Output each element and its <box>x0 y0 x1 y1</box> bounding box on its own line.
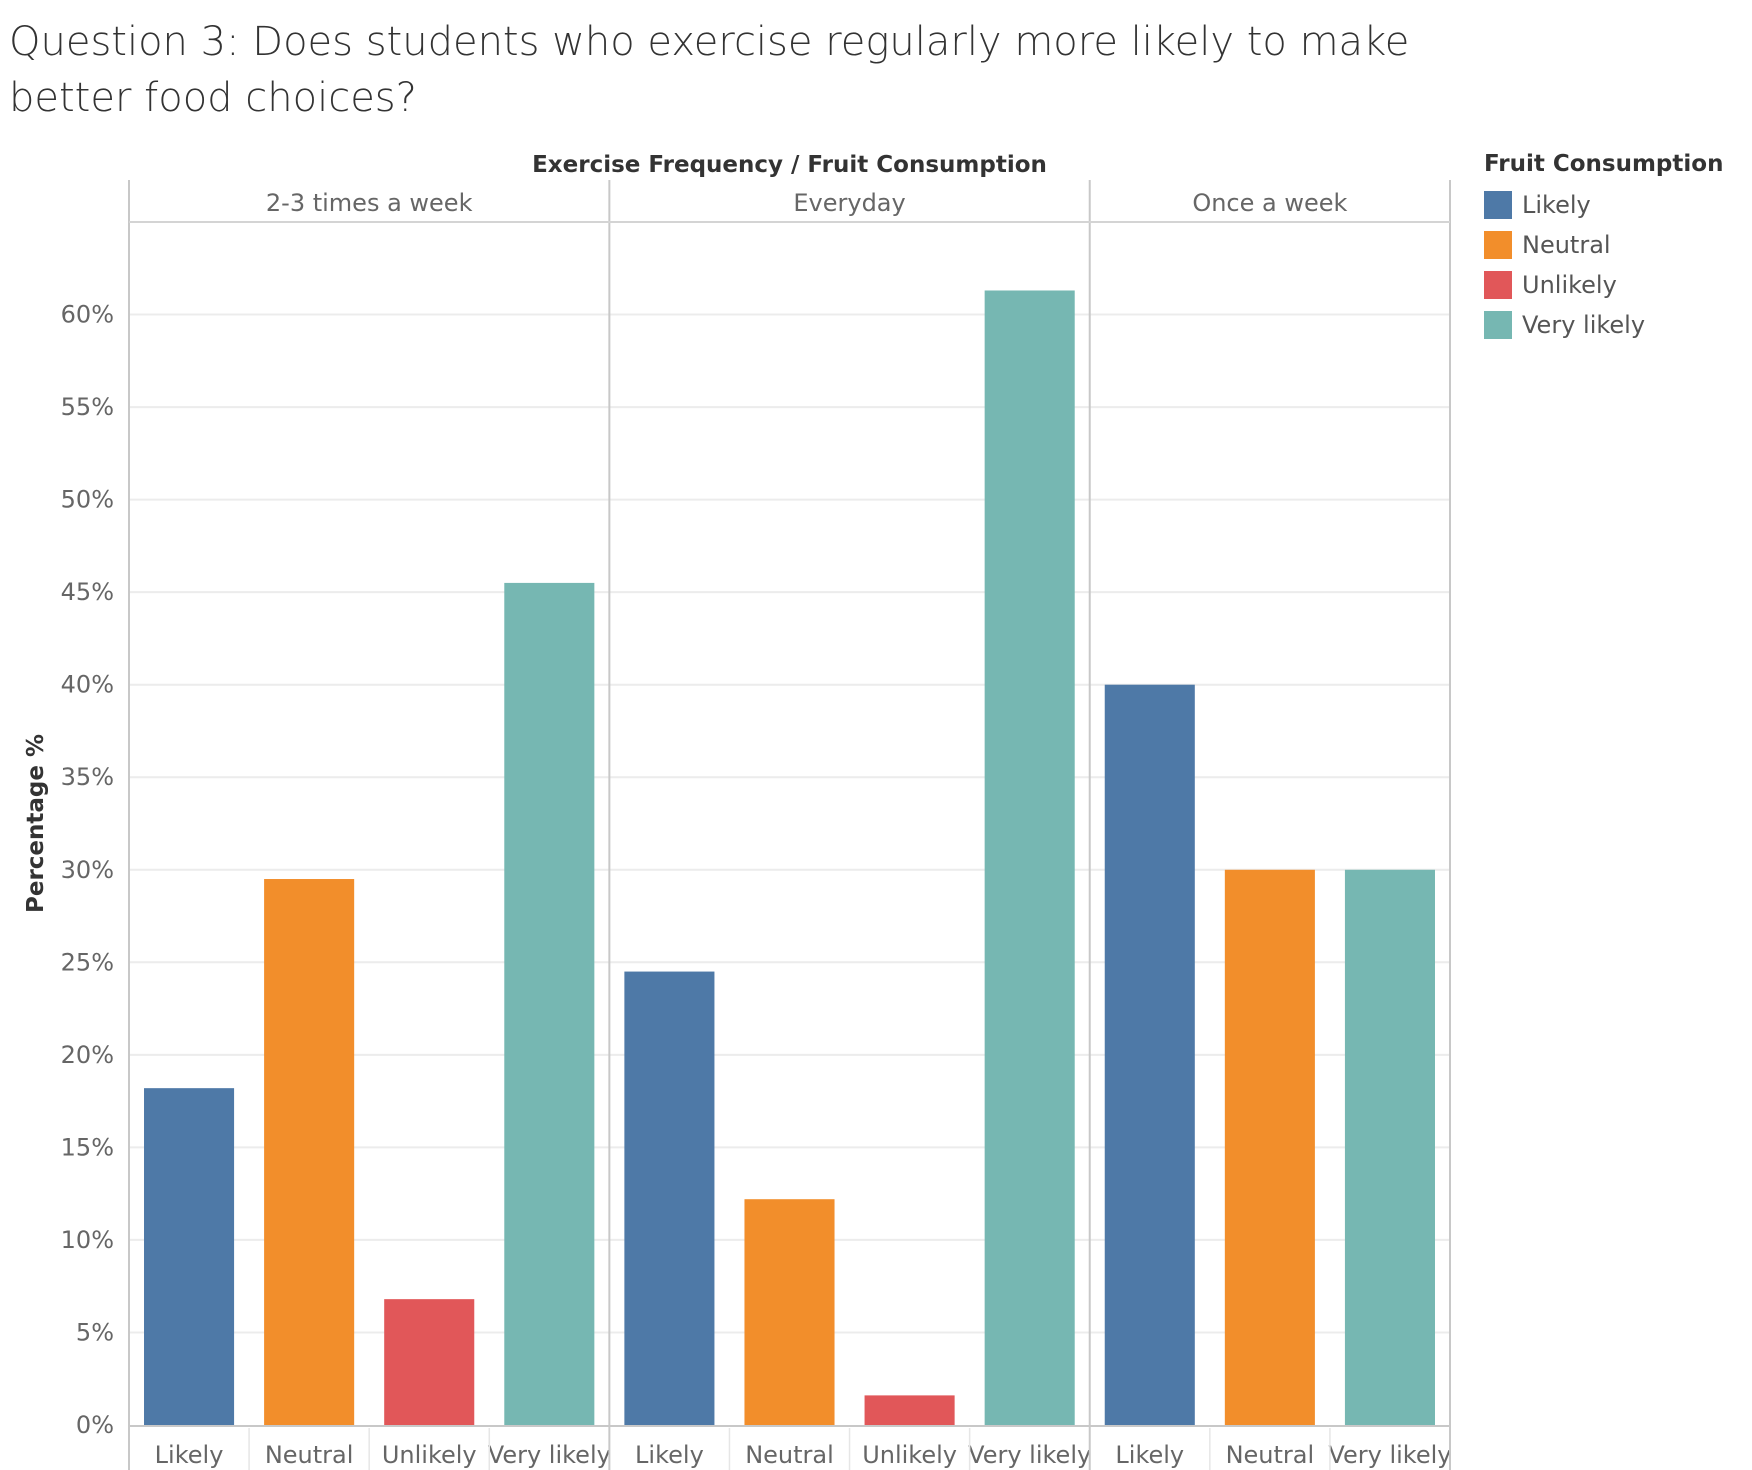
panel-header-everyday: Everyday <box>793 189 905 217</box>
y-tick-label: 15% <box>61 1133 114 1161</box>
bar-once-a-week-very-likely[interactable] <box>1344 869 1435 1425</box>
legend-item-likely[interactable]: Likely <box>1484 185 1723 225</box>
legend-title: Fruit Consumption <box>1484 151 1724 177</box>
bar-everyday-unlikely[interactable] <box>864 1395 955 1425</box>
legend-swatch-unlikely <box>1484 271 1512 299</box>
bar-once-a-week-likely[interactable] <box>1104 684 1195 1425</box>
bar-2-3-times-a-week-neutral[interactable] <box>264 879 355 1425</box>
y-tick-label: 60% <box>61 301 114 329</box>
y-tick-label: 5% <box>76 1318 114 1346</box>
legend-item-very-likely[interactable]: Very likely <box>1484 305 1723 345</box>
legend-swatch-neutral <box>1484 231 1512 259</box>
x-tick-label: Likely <box>1115 1441 1184 1469</box>
bar-once-a-week-neutral[interactable] <box>1224 869 1315 1425</box>
bar-2-3-times-a-week-unlikely[interactable] <box>384 1299 475 1425</box>
x-tick-label: Neutral <box>1226 1441 1315 1469</box>
bar-2-3-times-a-week-likely[interactable] <box>144 1088 235 1425</box>
x-tick-label: Likely <box>155 1441 224 1469</box>
x-tick-label: Very likely <box>1328 1441 1451 1469</box>
x-tick-label: Very likely <box>968 1441 1091 1469</box>
y-tick-label: 0% <box>76 1411 114 1439</box>
legend-item-unlikely[interactable]: Unlikely <box>1484 265 1723 305</box>
bar-everyday-very-likely[interactable] <box>984 290 1075 1425</box>
x-tick-label: Very likely <box>488 1441 611 1469</box>
y-tick-label: 40% <box>61 671 114 699</box>
legend-swatch-very-likely <box>1484 311 1512 339</box>
legend-label-unlikely: Unlikely <box>1522 271 1617 299</box>
bar-everyday-neutral[interactable] <box>744 1199 835 1425</box>
x-tick-label: Unlikely <box>382 1441 477 1469</box>
x-tick-label: Likely <box>635 1441 704 1469</box>
legend-label-likely: Likely <box>1522 191 1591 219</box>
y-tick-label: 55% <box>61 393 114 421</box>
chart-header: Exercise Frequency / Fruit Consumption <box>532 152 1047 178</box>
legend-label-very-likely: Very likely <box>1522 311 1646 339</box>
legend-item-neutral[interactable]: Neutral <box>1484 225 1723 265</box>
y-axis-title: Percentage % <box>23 734 49 913</box>
x-tick-label: Neutral <box>745 1441 834 1469</box>
y-tick-label: 10% <box>61 1226 114 1254</box>
legend: Fruit Consumption Likely Neutral Unlikel… <box>1484 151 1723 345</box>
legend-label-neutral: Neutral <box>1522 231 1611 259</box>
bar-everyday-likely[interactable] <box>624 971 715 1425</box>
y-tick-label: 30% <box>61 856 114 884</box>
x-tick-label: Neutral <box>265 1441 354 1469</box>
page-title: Question 3: Does students who exercise r… <box>9 19 1410 121</box>
y-tick-label: 35% <box>61 763 114 791</box>
bar-2-3-times-a-week-very-likely[interactable] <box>504 582 595 1425</box>
y-tick-label: 20% <box>61 1041 114 1069</box>
panel-header-2-3-times-a-week: 2-3 times a week <box>266 189 473 217</box>
panel-header-once-a-week: Once a week <box>1192 189 1347 217</box>
x-tick-label: Unlikely <box>862 1441 957 1469</box>
y-tick-label: 25% <box>61 948 114 976</box>
y-tick-label: 45% <box>61 578 114 606</box>
legend-swatch-likely <box>1484 191 1512 219</box>
y-tick-label: 50% <box>61 486 114 514</box>
